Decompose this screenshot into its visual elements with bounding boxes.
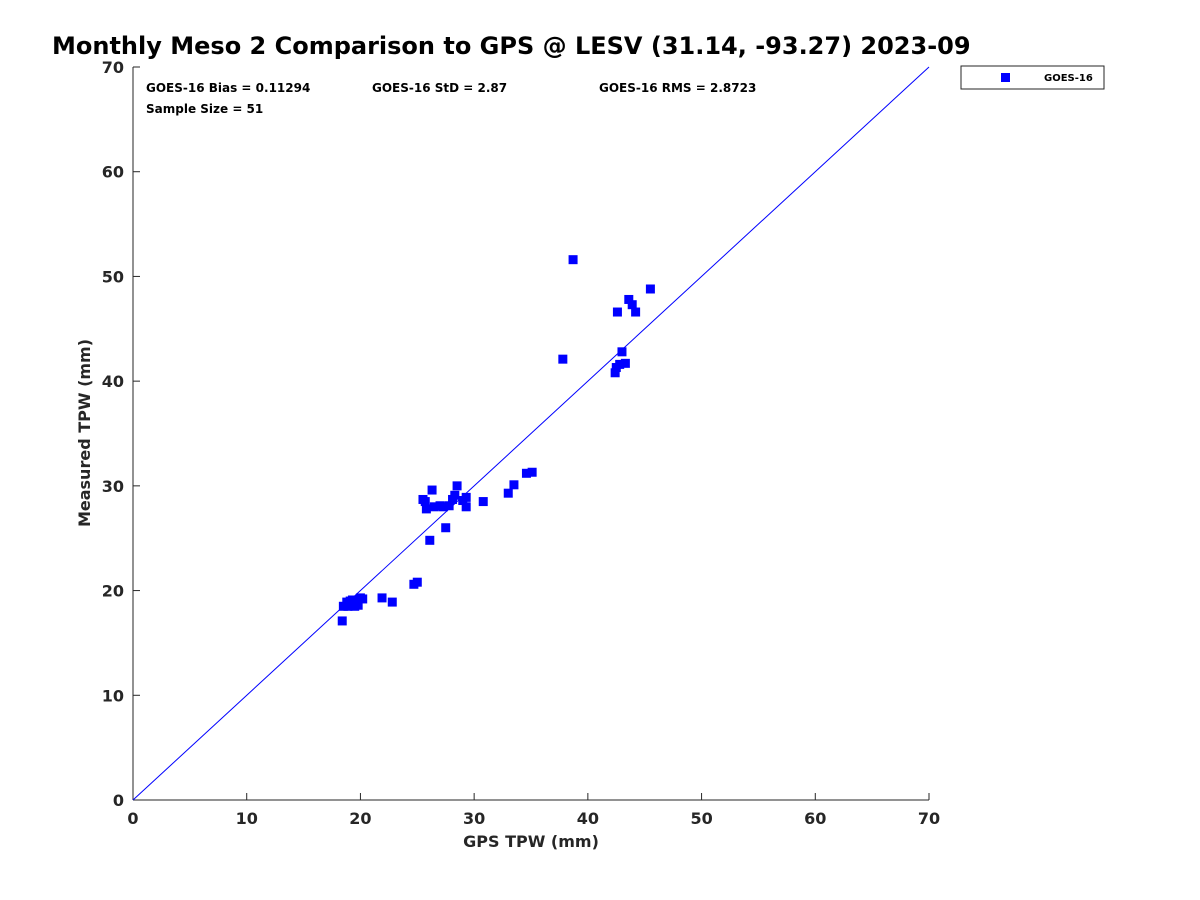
data-point <box>620 358 630 368</box>
std-annotation: GOES-16 StD = 2.87 <box>372 81 507 95</box>
y-axis-ticks: 0 10 20 30 40 50 60 70 <box>102 58 140 810</box>
x-axis-label: GPS TPW (mm) <box>463 832 599 851</box>
data-point <box>438 502 448 512</box>
x-axis-ticks: 0 10 20 30 40 50 60 70 <box>127 793 940 828</box>
y-tick-label: 20 <box>102 582 124 601</box>
x-tick-label: 20 <box>349 809 371 828</box>
data-point <box>441 523 451 533</box>
y-tick-label: 70 <box>102 58 124 77</box>
y-tick-label: 50 <box>102 267 124 286</box>
data-point <box>450 490 460 500</box>
x-tick-label: 50 <box>690 809 712 828</box>
y-axis-label: Measured TPW (mm) <box>75 339 94 527</box>
y-tick-label: 60 <box>102 163 124 182</box>
data-point <box>478 497 488 507</box>
chart-title: Monthly Meso 2 Comparison to GPS @ LESV … <box>52 32 971 60</box>
y-tick-label: 0 <box>113 791 124 810</box>
sample-size-annotation: Sample Size = 51 <box>146 102 263 116</box>
data-point <box>558 354 568 364</box>
data-point <box>568 255 578 265</box>
data-point <box>444 501 454 511</box>
data-point <box>421 504 431 514</box>
data-points-goes-16 <box>337 255 655 626</box>
x-tick-label: 70 <box>918 809 940 828</box>
stat-annotations: GOES-16 Bias = 0.11294 GOES-16 StD = 2.87… <box>146 81 756 116</box>
data-point <box>610 368 620 378</box>
bias-annotation: GOES-16 Bias = 0.11294 <box>146 81 310 95</box>
data-point <box>521 468 531 478</box>
y-tick-label: 10 <box>102 686 124 705</box>
data-point <box>461 502 471 512</box>
data-point <box>527 467 537 477</box>
data-point <box>615 359 625 369</box>
data-point <box>337 616 347 626</box>
legend-box <box>960 65 1105 90</box>
data-point <box>412 577 422 587</box>
data-point <box>353 600 363 610</box>
data-point <box>425 535 435 545</box>
legend: GOES-16 <box>960 65 1105 90</box>
one-to-one-reference-line <box>132 66 930 801</box>
data-point <box>509 480 519 490</box>
y-tick-label: 40 <box>102 372 124 391</box>
data-point <box>612 307 622 317</box>
data-point <box>631 307 641 317</box>
data-point <box>452 481 462 491</box>
rms-annotation: GOES-16 RMS = 2.8723 <box>599 81 756 95</box>
data-point <box>617 347 627 357</box>
data-point <box>427 485 437 495</box>
x-tick-label: 10 <box>236 809 258 828</box>
data-point <box>387 597 397 607</box>
x-tick-label: 30 <box>463 809 485 828</box>
x-tick-label: 40 <box>577 809 599 828</box>
legend-entry-goes-16: GOES-16 <box>1044 73 1093 84</box>
data-point <box>645 284 655 294</box>
y-tick-label: 30 <box>102 477 124 496</box>
legend-marker-square <box>1001 73 1010 82</box>
plot-area: 0 10 20 30 40 50 60 70 0 10 20 30 40 50 60 70 GOES-16 … <box>102 58 940 828</box>
x-tick-label: 0 <box>127 809 138 828</box>
data-point <box>429 502 439 512</box>
data-point <box>461 492 471 502</box>
data-point <box>503 488 513 498</box>
data-point <box>420 497 430 507</box>
data-point <box>358 594 368 604</box>
x-tick-label: 60 <box>804 809 826 828</box>
data-point <box>624 294 634 304</box>
data-point <box>377 593 387 603</box>
data-point <box>627 300 637 310</box>
